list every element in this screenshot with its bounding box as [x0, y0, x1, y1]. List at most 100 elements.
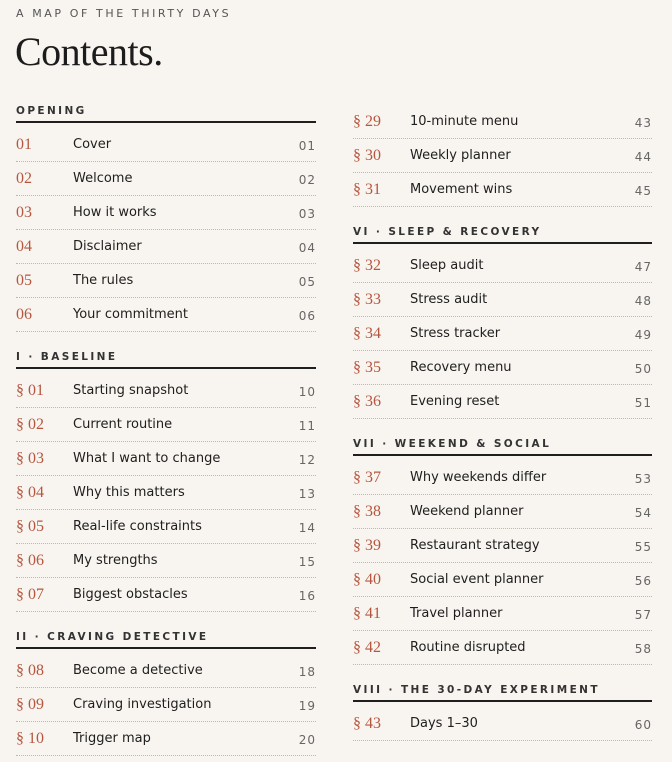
entry-number: 06	[16, 306, 32, 323]
entry-page: 53	[634, 472, 652, 486]
entry-number: § 32	[353, 257, 381, 274]
entry-separator	[353, 596, 652, 597]
entry-number: § 02	[16, 416, 44, 433]
page-title: Contents.	[15, 29, 163, 74]
entry-number: § 04	[16, 484, 44, 501]
entry-title: Evening reset	[410, 394, 500, 409]
entry-page: 44	[634, 150, 652, 164]
entry-number: § 39	[353, 537, 381, 554]
kicker: A MAP OF THE THIRTY DAYS	[16, 7, 232, 20]
entry-separator	[16, 297, 316, 298]
section-rule	[353, 454, 652, 456]
entry-separator	[16, 161, 316, 162]
entry-separator	[16, 441, 316, 442]
entry-separator	[16, 755, 316, 756]
entry-title: Cover	[73, 137, 112, 152]
entry-separator	[353, 740, 652, 741]
entry-separator	[353, 664, 652, 665]
entry-title: Welcome	[73, 171, 133, 186]
entry-title: Movement wins	[410, 182, 513, 197]
entry-page: 45	[634, 184, 652, 198]
entry-page: 47	[634, 260, 652, 274]
entry-number: § 34	[353, 325, 381, 342]
entry-page: 10	[298, 385, 316, 399]
entry-number: § 42	[353, 639, 381, 656]
section-rule	[353, 700, 652, 702]
entry-separator	[16, 475, 316, 476]
section-rule	[16, 367, 316, 369]
entry-number: § 05	[16, 518, 44, 535]
entry-title: My strengths	[73, 553, 158, 568]
entry-separator	[16, 687, 316, 688]
entry-page: 19	[298, 699, 316, 713]
entry-separator	[16, 721, 316, 722]
entry-title: Weekend planner	[410, 504, 524, 519]
entry-title: Stress audit	[410, 292, 488, 307]
entry-page: 01	[298, 139, 316, 153]
entry-separator	[16, 331, 316, 332]
entry-page: 60	[634, 718, 652, 732]
entry-number: § 41	[353, 605, 381, 622]
entry-page: 02	[298, 173, 316, 187]
entry-number: § 30	[353, 147, 381, 164]
entry-separator	[353, 206, 652, 207]
entry-title: Your commitment	[73, 307, 189, 322]
section-heading: I · BASELINE	[16, 351, 118, 363]
section-heading: VII · WEEKEND & SOCIAL	[353, 438, 552, 450]
entry-title: Starting snapshot	[73, 383, 189, 398]
entry-title: Disclaimer	[73, 239, 142, 254]
entry-page: 05	[298, 275, 316, 289]
entry-page: 16	[298, 589, 316, 603]
entry-separator	[353, 630, 652, 631]
entry-number: § 09	[16, 696, 44, 713]
entry-number: § 29	[353, 113, 381, 130]
entry-page: 15	[298, 555, 316, 569]
entry-title: Why weekends differ	[410, 470, 547, 485]
entry-number: 01	[16, 136, 32, 153]
entry-page: 58	[634, 642, 652, 656]
entry-title: Sleep audit	[410, 258, 484, 273]
entry-title: Social event planner	[410, 572, 544, 587]
entry-separator	[16, 229, 316, 230]
entry-separator	[16, 543, 316, 544]
entry-page: 57	[634, 608, 652, 622]
entry-title: Restaurant strategy	[410, 538, 540, 553]
entry-page: 50	[634, 362, 652, 376]
entry-page: 06	[298, 309, 316, 323]
entry-title: Days 1–30	[410, 716, 478, 731]
section-rule	[353, 242, 652, 244]
entry-page: 49	[634, 328, 652, 342]
section-heading: VIII · THE 30-DAY EXPERIMENT	[353, 684, 600, 696]
entry-separator	[353, 282, 652, 283]
section-rule	[16, 121, 316, 123]
entry-number: § 06	[16, 552, 44, 569]
entry-separator	[353, 418, 652, 419]
entry-page: 51	[634, 396, 652, 410]
entry-separator	[16, 263, 316, 264]
entry-page: 18	[298, 665, 316, 679]
entry-separator	[16, 577, 316, 578]
entry-separator	[16, 611, 316, 612]
entry-page: 55	[634, 540, 652, 554]
entry-title: Trigger map	[73, 731, 151, 746]
entry-title: How it works	[73, 205, 157, 220]
entry-title: Stress tracker	[410, 326, 501, 341]
entry-number: § 01	[16, 382, 44, 399]
entry-title: Why this matters	[73, 485, 185, 500]
entry-number: § 10	[16, 730, 44, 747]
entry-number: 05	[16, 272, 32, 289]
entry-page: 48	[634, 294, 652, 308]
entry-title: Current routine	[73, 417, 173, 432]
entry-number: § 36	[353, 393, 381, 410]
entry-number: § 43	[353, 715, 381, 732]
entry-number: § 33	[353, 291, 381, 308]
entry-title: The rules	[73, 273, 134, 288]
entry-separator	[353, 350, 652, 351]
entry-title: Recovery menu	[410, 360, 512, 375]
entry-page: 56	[634, 574, 652, 588]
entry-title: Routine disrupted	[410, 640, 526, 655]
entry-title: Real-life constraints	[73, 519, 202, 534]
entry-title: What I want to change	[73, 451, 221, 466]
section-heading: OPENING	[16, 105, 87, 117]
